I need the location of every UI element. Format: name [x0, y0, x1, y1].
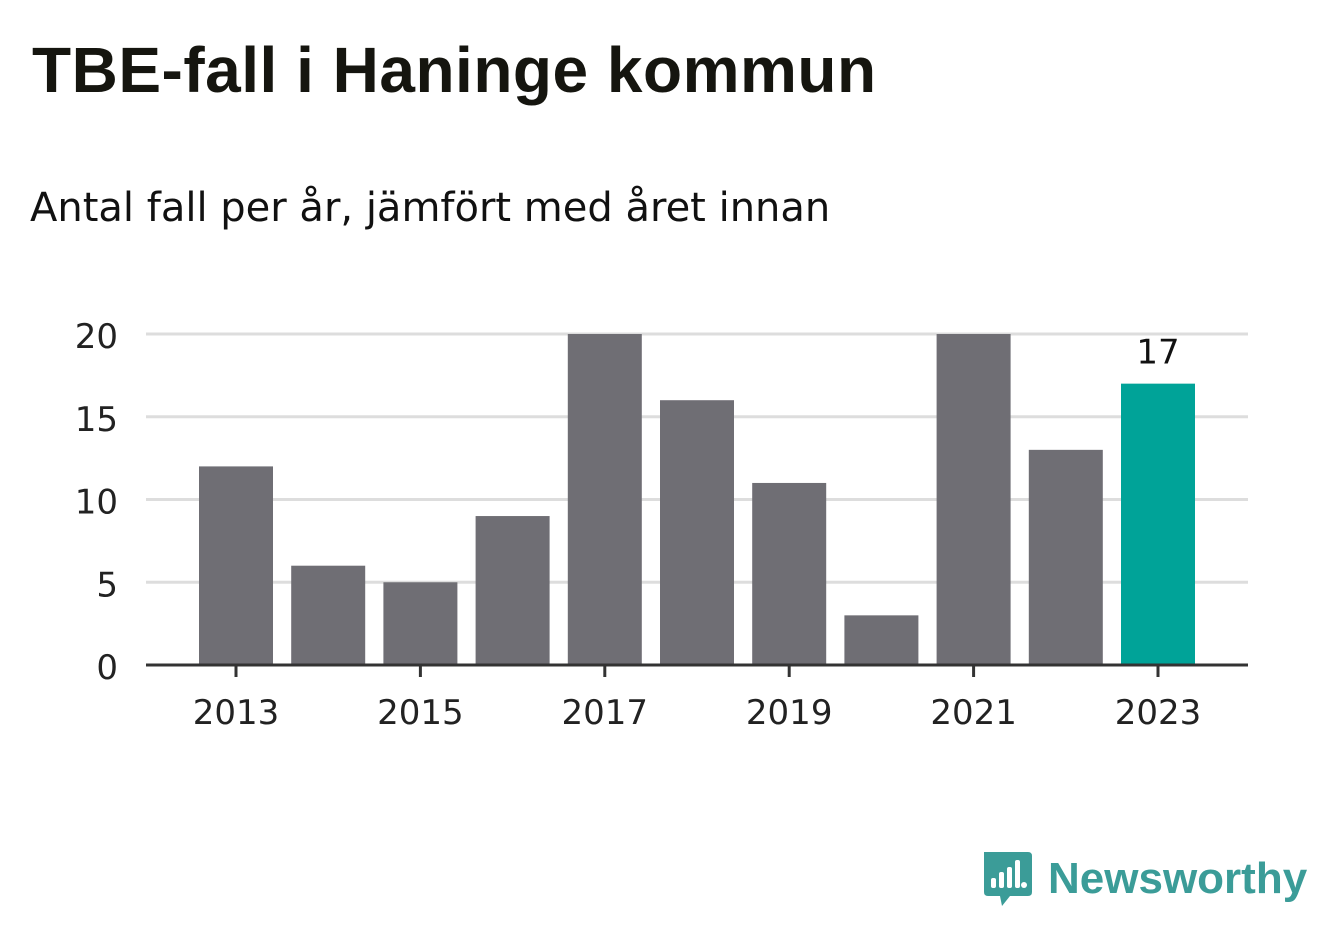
data-label: 17	[1136, 333, 1179, 373]
bar	[199, 466, 273, 665]
bar	[475, 516, 550, 665]
x-tick-label: 2015	[377, 693, 464, 733]
bar	[1028, 449, 1103, 665]
labels: 0 5 10 15 20 2013 2015 2017 2019 2021 2023 17	[75, 317, 1202, 733]
bar	[291, 565, 366, 665]
chart-title: TBE-fall i Haninge kommun	[32, 34, 877, 106]
y-tick-label: 10	[75, 483, 118, 523]
newsworthy-logo-icon	[984, 852, 1032, 906]
axes	[146, 663, 1248, 677]
bar	[844, 615, 919, 665]
y-tick-label: 0	[96, 648, 118, 688]
bar-highlight	[1121, 383, 1195, 665]
x-tick-label: 2019	[746, 693, 833, 733]
y-tick-label: 15	[75, 400, 118, 440]
x-tick-label: 2023	[1115, 693, 1202, 733]
x-tick-label: 2021	[930, 693, 1017, 733]
y-tick-label: 20	[75, 317, 118, 357]
bar	[660, 400, 734, 665]
bar	[936, 334, 1011, 665]
brand-name: Newsworthy	[1048, 854, 1308, 903]
y-tick-label: 5	[96, 565, 118, 605]
chart-subtitle: Antal fall per år, jämfört med året inna…	[30, 185, 831, 231]
x-tick-label: 2017	[562, 693, 649, 733]
newsworthy-logo: Newsworthy	[980, 848, 1307, 910]
bars	[199, 334, 1195, 665]
bar	[752, 482, 827, 665]
x-tick-label: 2013	[193, 693, 280, 733]
bar	[567, 334, 642, 665]
bar	[383, 582, 458, 665]
